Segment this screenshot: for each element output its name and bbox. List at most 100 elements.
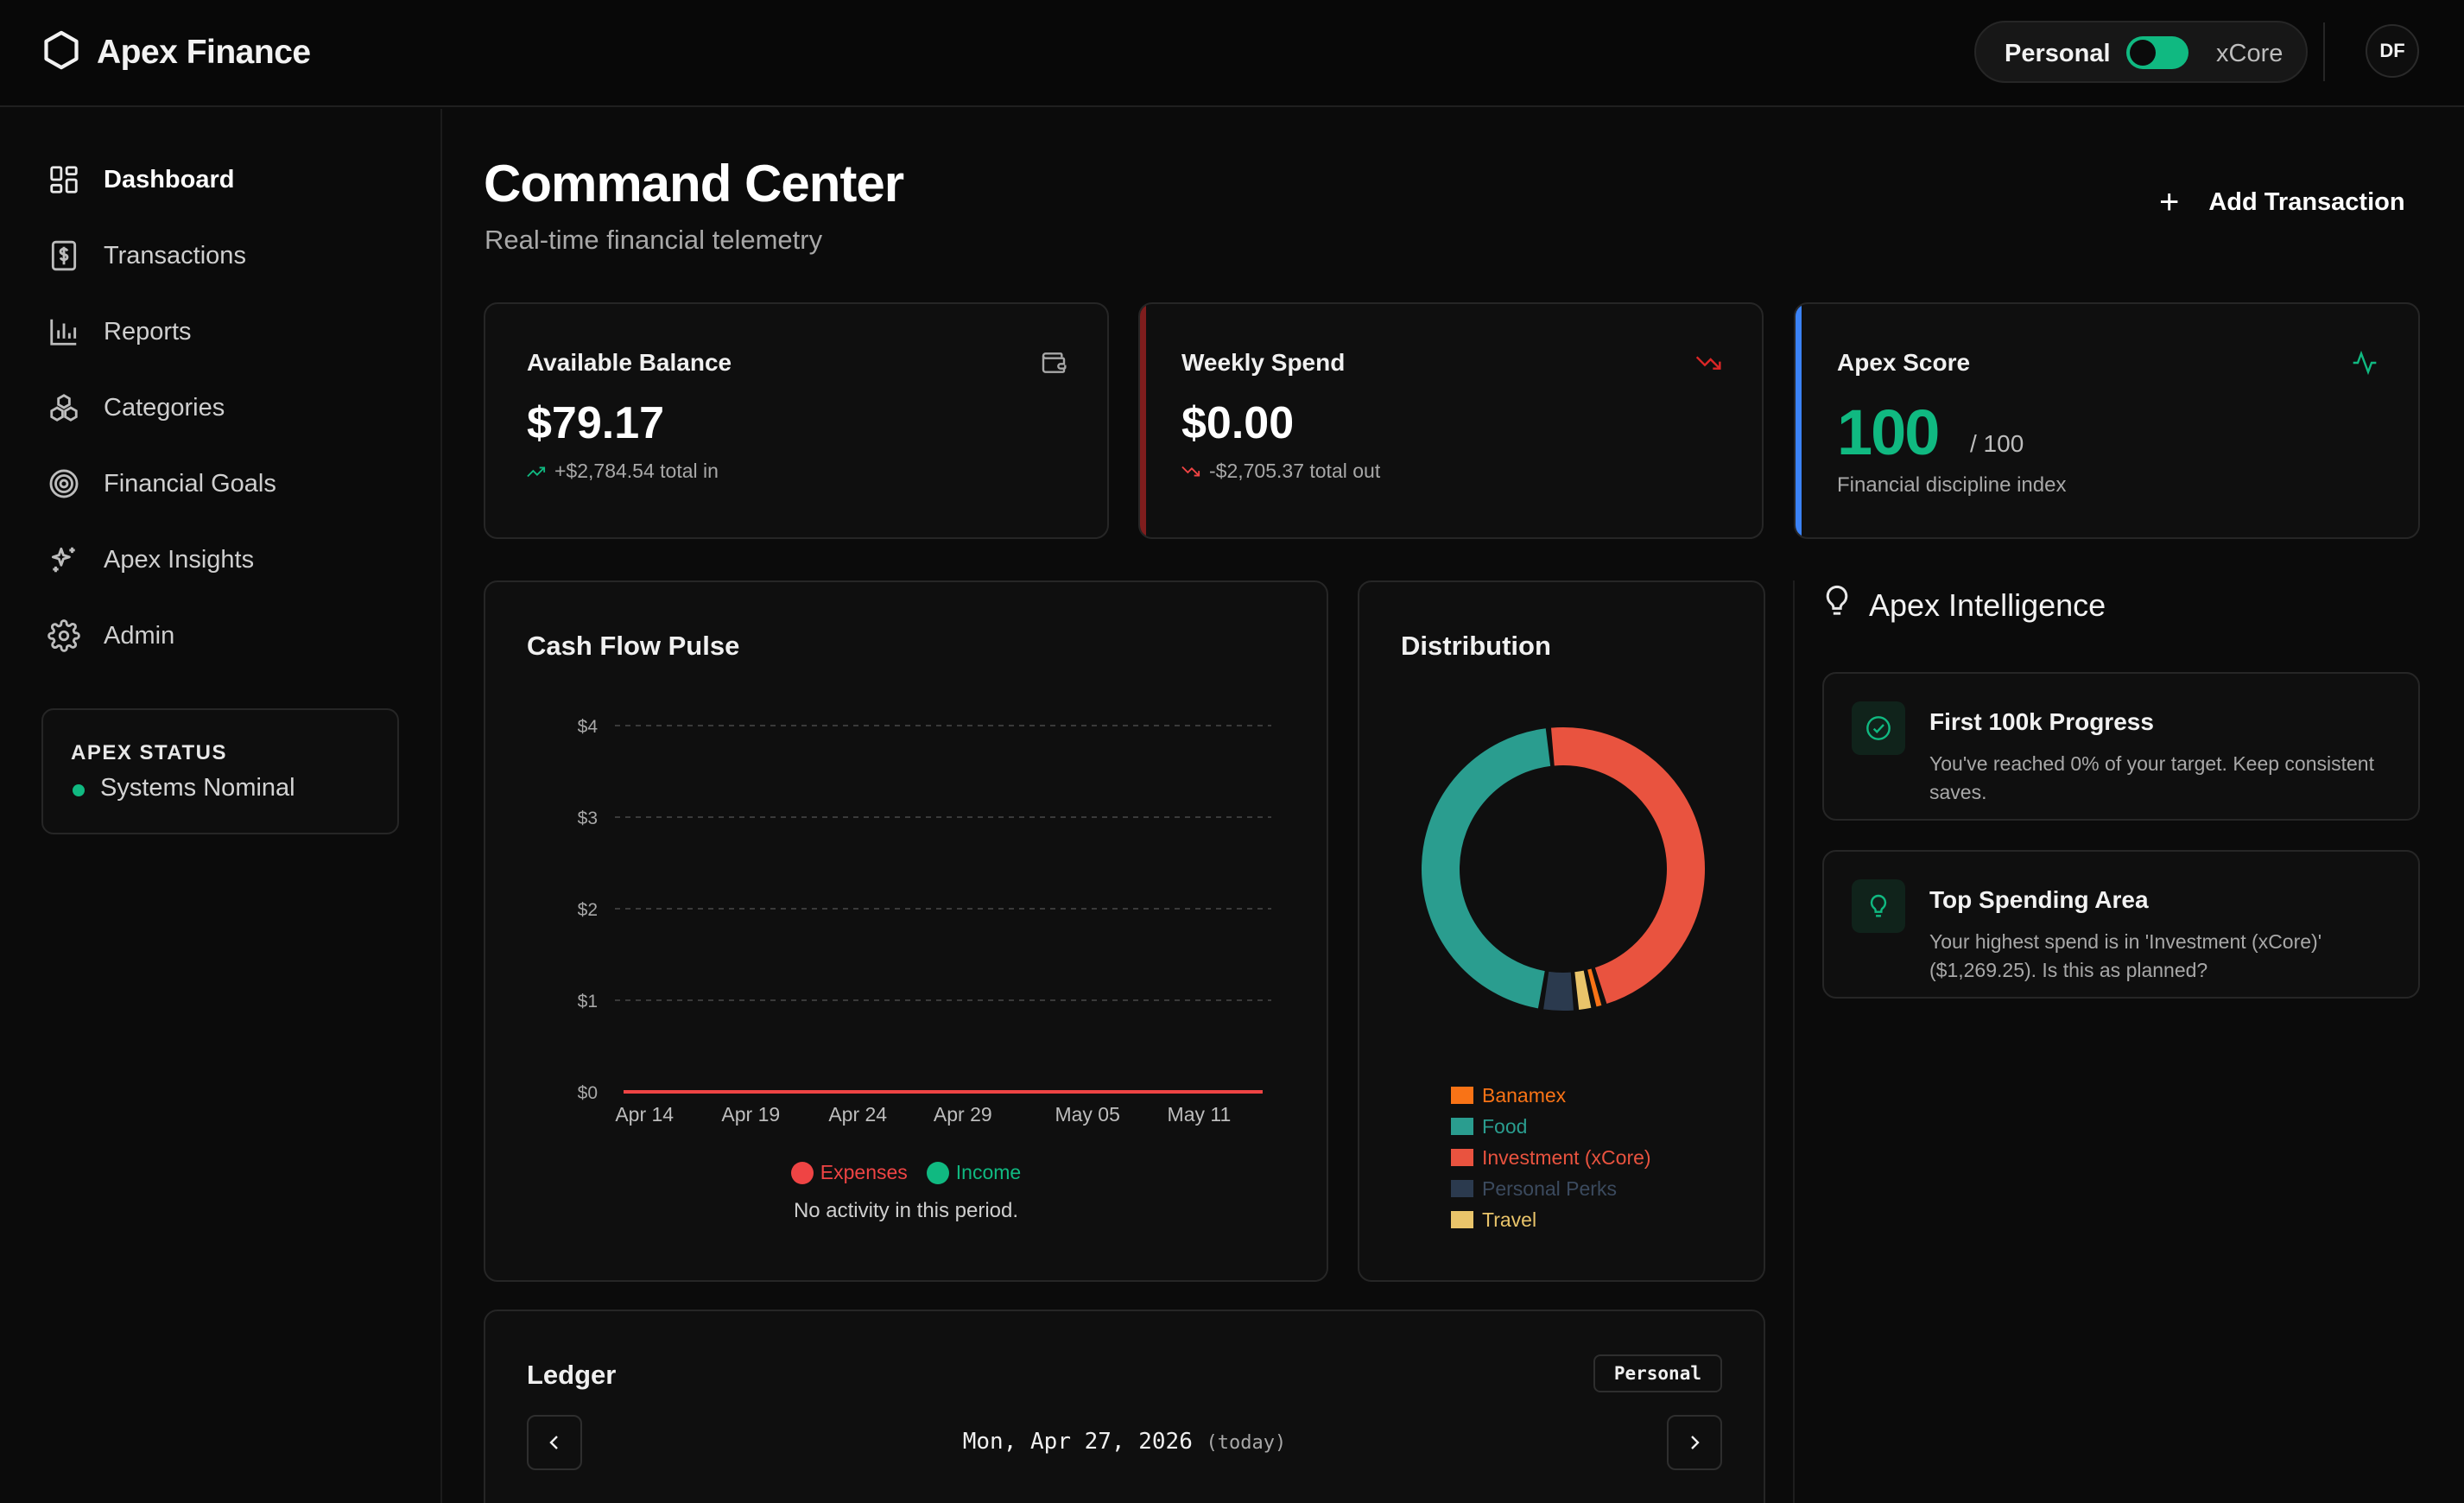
page-title: Command Center: [484, 155, 904, 212]
legend-item[interactable]: Travel: [1451, 1204, 1651, 1235]
distribution-title: Distribution: [1401, 631, 1551, 661]
mode-label-personal[interactable]: Personal: [2005, 40, 2111, 67]
toggle-knob: [2130, 40, 2156, 66]
sidebar-item-reports[interactable]: Reports: [47, 314, 192, 349]
ledger-mode-badge[interactable]: Personal: [1593, 1354, 1722, 1392]
sidebar-item-dashboard[interactable]: Dashboard: [47, 162, 234, 197]
top-bar: Apex Finance Personal xCore DF: [0, 0, 2464, 107]
distribution-donut-chart[interactable]: [1359, 582, 1765, 1066]
activity-icon: [2351, 349, 2378, 377]
trending-down-icon: [1694, 349, 1722, 377]
score-sub: Financial discipline index: [1837, 473, 2067, 497]
sidebar-item-admin[interactable]: Admin: [47, 618, 174, 653]
y-tick-label: $2: [578, 900, 598, 920]
legend-item[interactable]: Food: [1451, 1111, 1651, 1142]
insight-card-top-spending[interactable]: Top Spending Area Your highest spend is …: [1822, 850, 2420, 999]
cash-flow-chart[interactable]: $0 $1 $2 $3 $4 Apr 14 Apr 19 Apr 24 Apr 29 May 05…: [485, 582, 1328, 1152]
x-tick-label: Apr 19: [721, 1103, 780, 1126]
intelligence-title: Apex Intelligence: [1869, 587, 2106, 623]
legend-item[interactable]: Banamex: [1451, 1080, 1651, 1111]
app-name: Apex Finance: [97, 33, 311, 71]
brand[interactable]: Apex Finance: [43, 29, 311, 75]
insight-icon-box: [1852, 701, 1905, 755]
stat-sub: -$2,705.37 total out: [1181, 460, 1380, 483]
sidebar-item-categories[interactable]: Categories: [47, 390, 225, 425]
legend-label: Income: [955, 1161, 1022, 1183]
legend-item[interactable]: Investment (xCore): [1451, 1142, 1651, 1173]
mode-switch[interactable]: Personal xCore: [1974, 21, 2308, 83]
y-tick-label: $3: [578, 809, 598, 828]
mode-label-xcore[interactable]: xCore: [2216, 40, 2283, 67]
donut-slice-food[interactable]: [1422, 728, 1551, 1009]
accent-bar: [1140, 304, 1146, 537]
sidebar: Dashboard Transactions Reports Categorie…: [0, 109, 442, 1503]
score-value: 100: [1837, 396, 1940, 468]
donut-slice-banamex[interactable]: [1587, 968, 1602, 1007]
status-text: Systems Nominal: [100, 774, 295, 802]
apex-status-panel: APEX STATUS Systems Nominal: [41, 708, 399, 834]
legend-label: Investment (xCore): [1482, 1146, 1651, 1169]
distribution-legend: Banamex Food Investment (xCore) Personal Pe…: [1451, 1080, 1651, 1235]
next-day-button[interactable]: [1667, 1415, 1722, 1470]
legend-swatch: [1451, 1180, 1473, 1197]
insight-card-first-100k[interactable]: First 100k Progress You've reached 0% of…: [1822, 672, 2420, 821]
sidebar-item-label: Reports: [104, 317, 192, 346]
legend-item[interactable]: Personal Perks: [1451, 1173, 1651, 1204]
prev-day-button[interactable]: [527, 1415, 582, 1470]
avatar[interactable]: DF: [2366, 24, 2419, 78]
legend-label: Banamex: [1482, 1084, 1567, 1107]
cash-flow-title: Cash Flow Pulse: [527, 631, 740, 661]
stat-value: $0.00: [1181, 398, 1295, 448]
legend-item-income[interactable]: Income: [926, 1161, 1022, 1184]
header-divider: [2323, 22, 2325, 81]
stat-label: Apex Score: [1837, 349, 1971, 376]
donut-slice-personal-perks[interactable]: [1543, 971, 1574, 1011]
legend-swatch: [790, 1161, 814, 1184]
lightbulb-icon: [1822, 584, 1852, 626]
sidebar-item-label: Financial Goals: [104, 469, 276, 498]
mode-toggle[interactable]: [2126, 36, 2188, 69]
sidebar-item-transactions[interactable]: Transactions: [47, 238, 246, 273]
apex-score-card: Apex Score 100 / 100 Financial disciplin…: [1794, 302, 2420, 539]
legend-label: Food: [1482, 1115, 1528, 1138]
donut-slice-travel[interactable]: [1574, 970, 1592, 1010]
legend-item-expenses[interactable]: Expenses: [790, 1161, 908, 1184]
stat-label: Available Balance: [527, 349, 732, 376]
lightbulb-icon: [1870, 894, 1887, 917]
x-tick-label: May 11: [1168, 1103, 1232, 1126]
x-tick-label: Apr 14: [615, 1103, 674, 1126]
insight-body: Your highest spend is in 'Investment (xC…: [1929, 930, 2322, 981]
sidebar-item-label: Dashboard: [104, 165, 235, 193]
sidebar-item-apex-insights[interactable]: Apex Insights: [47, 542, 254, 577]
ledger-date-text: Mon, Apr 27, 2026: [962, 1429, 1193, 1455]
intelligence-divider: [1793, 580, 1795, 1503]
legend-swatch: [1451, 1211, 1473, 1228]
sparkles-icon: [47, 542, 81, 577]
chevron-right-icon: [1691, 1436, 1700, 1449]
insight-title: First 100k Progress: [1929, 708, 2154, 735]
accent-bar: [1796, 304, 1802, 537]
cash-flow-legend: Expenses Income: [485, 1161, 1327, 1184]
stat-value: $79.17: [527, 398, 665, 448]
legend-swatch: [1451, 1087, 1473, 1104]
trending-up-icon: [527, 466, 546, 477]
insight-body: You've reached 0% of your target. Keep c…: [1929, 752, 2374, 803]
available-balance-card: Available Balance $79.17 +$2,784.54 tota…: [484, 302, 1109, 539]
intelligence-header: Apex Intelligence: [1822, 584, 2106, 626]
check-circle-icon: [1866, 716, 1891, 740]
stat-sub: +$2,784.54 total in: [527, 460, 719, 483]
x-tick-label: May 05: [1055, 1103, 1119, 1126]
legend-label: Personal Perks: [1482, 1177, 1617, 1200]
hexagon-logo-icon: [43, 29, 79, 75]
wallet-icon: [1040, 349, 1067, 377]
x-tick-label: Apr 24: [828, 1103, 887, 1126]
plus-icon: +: [2159, 183, 2180, 221]
x-tick-label: Apr 29: [934, 1103, 992, 1126]
ledger-date-suffix: (today): [1206, 1432, 1287, 1454]
legend-label: Travel: [1482, 1208, 1537, 1231]
ledger-card: Ledger Personal Mon, Apr 27, 2026 (today…: [484, 1310, 1765, 1503]
add-transaction-button[interactable]: + Add Transaction: [2159, 185, 2405, 219]
donut-slice-investment-xcore[interactable]: [1551, 727, 1705, 1005]
stat-label: Weekly Spend: [1181, 349, 1346, 376]
sidebar-item-financial-goals[interactable]: Financial Goals: [47, 466, 276, 501]
